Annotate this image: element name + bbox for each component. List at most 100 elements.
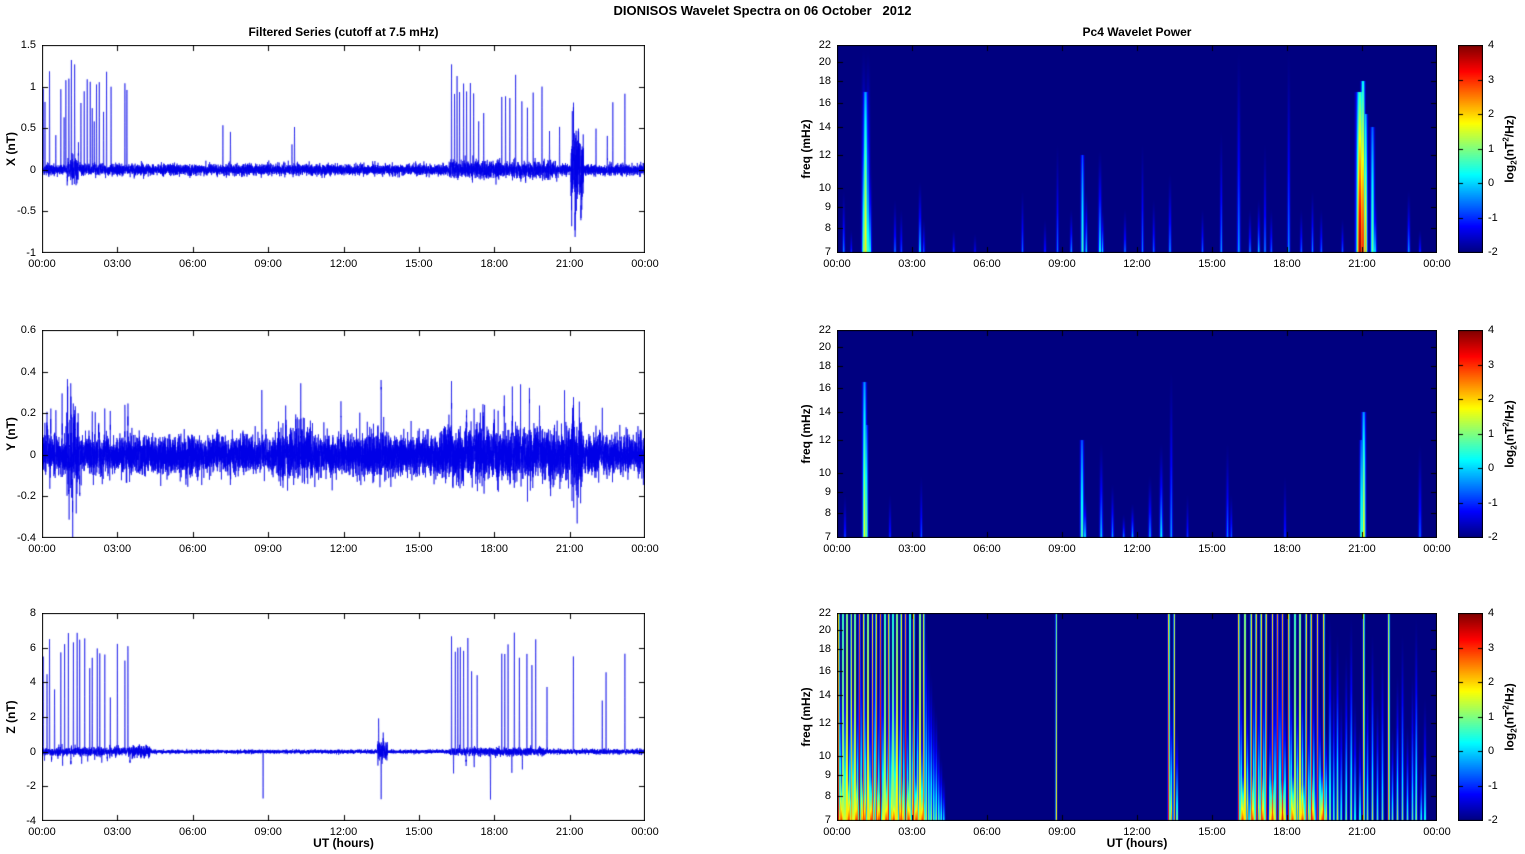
colorbar-tick-label: 0 — [1488, 462, 1495, 474]
y-tick-label: -2 — [26, 780, 36, 793]
y-tick-label: 0 — [29, 163, 36, 176]
x-tick-label: 21:00 — [555, 826, 584, 838]
freq-tick-label: 7 — [824, 531, 831, 543]
colorbar-tick-label: 4 — [1488, 607, 1495, 619]
freq-tick-label: 12 — [818, 148, 831, 161]
ut-hours-label-left: UT (hours) — [313, 836, 374, 850]
x-wavelet-heatmap — [837, 45, 1437, 253]
x-tick-label: 00:00 — [28, 258, 56, 270]
x-tick-label: 09:00 — [1048, 826, 1076, 838]
x-tick-label: 12:00 — [329, 258, 358, 270]
colorbar-middle — [1458, 330, 1483, 538]
x-tick-label: 00:00 — [28, 826, 56, 838]
x-tick-label: 21:00 — [555, 258, 584, 270]
freq-tick-label: 22 — [818, 324, 831, 336]
colorbar-tick-label: 2 — [1488, 676, 1495, 688]
colorbar-top — [1458, 45, 1483, 253]
x-tick-label: 00:00 — [1423, 258, 1451, 270]
figure-title: DIONISOS Wavelet Spectra on 06 October 2… — [613, 3, 912, 18]
x-tick-label: 00:00 — [823, 543, 851, 555]
x-tick-label: 12:00 — [329, 543, 358, 555]
freq-tick-label: 18 — [818, 643, 831, 656]
colorbar-label-sub: 2 — [1509, 445, 1519, 450]
wavelet-power-title: Pc4 Wavelet Power — [1082, 25, 1192, 39]
x-tick-label: 21:00 — [1348, 826, 1376, 838]
freq-tick-label: 9 — [824, 200, 831, 213]
freq-tick-label: 9 — [824, 485, 831, 498]
x-tick-label: 12:00 — [329, 826, 358, 838]
x-tick-label: 00:00 — [823, 258, 851, 270]
colorbar-tick-label: 1 — [1488, 142, 1495, 155]
x-tick-label: 21:00 — [1348, 258, 1376, 270]
colorbar-label-sub: 2 — [1509, 728, 1519, 733]
x-tick-label: 00:00 — [631, 258, 659, 270]
colorbar-label-sub: 2 — [1509, 160, 1519, 165]
freq-tick-label: 10 — [818, 749, 831, 762]
x-tick-label: 03:00 — [103, 543, 132, 555]
x-tick-label: 12:00 — [1123, 543, 1151, 555]
colorbar-tick-label: 4 — [1488, 324, 1495, 336]
y-tick-label: 8 — [29, 607, 36, 619]
freq-tick-label: 20 — [818, 56, 831, 69]
x-tick-label: 18:00 — [480, 826, 509, 838]
freq-tick-label: 22 — [818, 607, 831, 619]
x-tick-label: 06:00 — [178, 543, 207, 555]
x-tick-label: 18:00 — [1273, 543, 1301, 555]
x-tick-label: 03:00 — [898, 543, 926, 555]
x-tick-label: 06:00 — [973, 258, 1001, 270]
y-wavelet-heatmap — [837, 330, 1437, 538]
y-tick-label: 0 — [29, 448, 36, 461]
colorbar-tick-label: 1 — [1488, 427, 1495, 440]
x-tick-label: 03:00 — [898, 258, 926, 270]
x-tick-label: 00:00 — [1423, 826, 1451, 838]
filtered-series-title: Filtered Series (cutoff at 7.5 mHz) — [248, 25, 439, 39]
y-tick-label: -0.4 — [17, 532, 36, 544]
x-tick-label: 18:00 — [480, 258, 509, 270]
x-tick-label: 00:00 — [28, 543, 56, 555]
z-wavelet-heatmap — [837, 613, 1437, 821]
x-axis-label: X (nT) — [4, 132, 18, 166]
y-axis-label: Y (nT) — [4, 417, 18, 451]
x-tick-label: 15:00 — [1198, 258, 1226, 270]
y-tick-label: -0.2 — [17, 490, 36, 503]
freq-tick-label: 8 — [824, 506, 831, 519]
colorbar-tick-label: -1 — [1488, 496, 1498, 509]
x-tick-label: 15:00 — [405, 543, 433, 555]
x-tick-label: 15:00 — [405, 258, 433, 270]
y-tick-label: 0.4 — [20, 365, 36, 378]
x-tick-label: 06:00 — [973, 543, 1001, 555]
x-tick-label: 15:00 — [1198, 826, 1226, 838]
colorbar-tick-label: -1 — [1488, 779, 1498, 792]
colorbar-tick-label: 2 — [1488, 108, 1495, 120]
freq-tick-label: 14 — [818, 120, 831, 133]
x-tick-label: 21:00 — [1348, 543, 1376, 555]
y-series-plot — [42, 330, 645, 538]
colorbar-tick-label: -2 — [1488, 531, 1498, 543]
colorbar-tick-label: -1 — [1488, 211, 1498, 224]
y-tick-label: 0.6 — [20, 324, 36, 336]
x-tick-label: 00:00 — [631, 543, 659, 555]
freq-tick-label: 18 — [818, 360, 831, 373]
freq-tick-label: 8 — [824, 221, 831, 234]
x-tick-label: 18:00 — [1273, 258, 1301, 270]
freq-tick-label: 16 — [818, 381, 831, 394]
x-tick-label: 00:00 — [1423, 543, 1451, 555]
freq-tick-label: 14 — [818, 405, 831, 418]
colorbar-tick-label: 3 — [1488, 73, 1495, 86]
x-tick-label: 06:00 — [178, 826, 207, 838]
x-tick-label: 06:00 — [178, 258, 207, 270]
freq-tick-label: 22 — [818, 39, 831, 51]
freq-tick-label: 10 — [818, 181, 831, 194]
freq-tick-label: 12 — [818, 716, 831, 729]
x-tick-label: 09:00 — [1048, 258, 1076, 270]
x-tick-label: 18:00 — [480, 543, 509, 555]
x-tick-label: 00:00 — [823, 826, 851, 838]
y-tick-label: 4 — [29, 676, 36, 689]
x-tick-label: 03:00 — [103, 826, 132, 838]
colorbar-bottom — [1458, 613, 1483, 821]
x-tick-label: 06:00 — [973, 826, 1001, 838]
freq-tick-label: 9 — [824, 768, 831, 781]
colorbar-tick-label: 1 — [1488, 710, 1495, 723]
x-tick-label: 09:00 — [254, 258, 282, 270]
x-tick-label: 03:00 — [103, 258, 132, 270]
